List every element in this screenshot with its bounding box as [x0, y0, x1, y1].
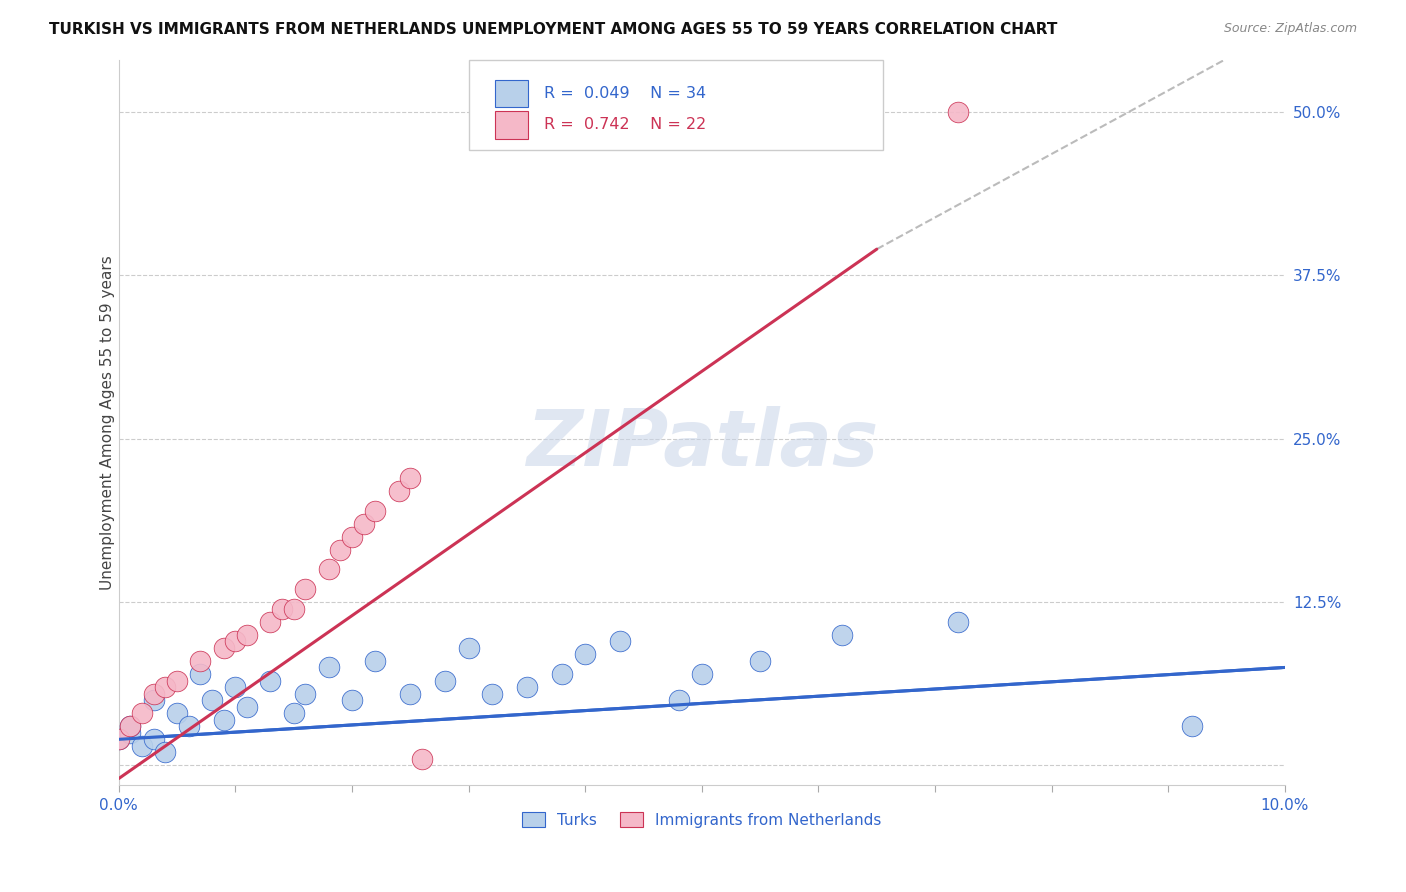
Point — [364, 503, 387, 517]
FancyBboxPatch shape — [495, 112, 529, 138]
Point — [574, 648, 596, 662]
Point — [1181, 719, 1204, 733]
Point — [271, 601, 294, 615]
Point — [212, 640, 235, 655]
Point — [155, 680, 177, 694]
Point — [259, 615, 281, 629]
Point — [201, 693, 224, 707]
Point — [224, 634, 246, 648]
Text: Source: ZipAtlas.com: Source: ZipAtlas.com — [1223, 22, 1357, 36]
Point — [142, 687, 165, 701]
Point — [388, 483, 411, 498]
Legend: Turks, Immigrants from Netherlands: Turks, Immigrants from Netherlands — [515, 805, 889, 836]
Point — [259, 673, 281, 688]
Point — [831, 628, 853, 642]
Point — [609, 634, 631, 648]
Point — [516, 680, 538, 694]
Point — [551, 667, 574, 681]
Point — [411, 752, 433, 766]
Point — [120, 719, 142, 733]
Point — [224, 680, 246, 694]
Point — [340, 530, 363, 544]
Point — [166, 706, 188, 721]
Text: TURKISH VS IMMIGRANTS FROM NETHERLANDS UNEMPLOYMENT AMONG AGES 55 TO 59 YEARS CO: TURKISH VS IMMIGRANTS FROM NETHERLANDS U… — [49, 22, 1057, 37]
Point — [948, 104, 970, 119]
Point — [457, 640, 479, 655]
Point — [212, 713, 235, 727]
Point — [690, 667, 713, 681]
Text: R =  0.049    N = 34: R = 0.049 N = 34 — [544, 87, 707, 101]
Point — [177, 719, 200, 733]
Point — [668, 693, 690, 707]
Text: ZIPatlas: ZIPatlas — [526, 406, 877, 482]
Text: R =  0.742    N = 22: R = 0.742 N = 22 — [544, 118, 707, 132]
Y-axis label: Unemployment Among Ages 55 to 59 years: Unemployment Among Ages 55 to 59 years — [100, 255, 115, 590]
Point — [399, 687, 422, 701]
Point — [294, 582, 316, 596]
Point — [318, 660, 340, 674]
Point — [399, 471, 422, 485]
Point — [107, 732, 129, 747]
Point — [107, 732, 129, 747]
Point — [190, 667, 212, 681]
Point — [131, 739, 153, 753]
Point — [190, 654, 212, 668]
Point — [340, 693, 363, 707]
Point — [120, 719, 142, 733]
Point — [318, 562, 340, 576]
Point — [283, 601, 305, 615]
Point — [283, 706, 305, 721]
Point — [294, 687, 316, 701]
Point — [166, 673, 188, 688]
FancyBboxPatch shape — [495, 80, 529, 107]
Point — [364, 654, 387, 668]
Point — [329, 542, 352, 557]
Point — [120, 726, 142, 740]
Point — [236, 699, 259, 714]
Point — [481, 687, 503, 701]
FancyBboxPatch shape — [468, 60, 883, 150]
Point — [142, 693, 165, 707]
Point — [131, 706, 153, 721]
Point — [948, 615, 970, 629]
Point — [142, 732, 165, 747]
Point — [236, 628, 259, 642]
Point — [155, 746, 177, 760]
Point — [434, 673, 457, 688]
Point — [353, 516, 375, 531]
Point — [749, 654, 772, 668]
